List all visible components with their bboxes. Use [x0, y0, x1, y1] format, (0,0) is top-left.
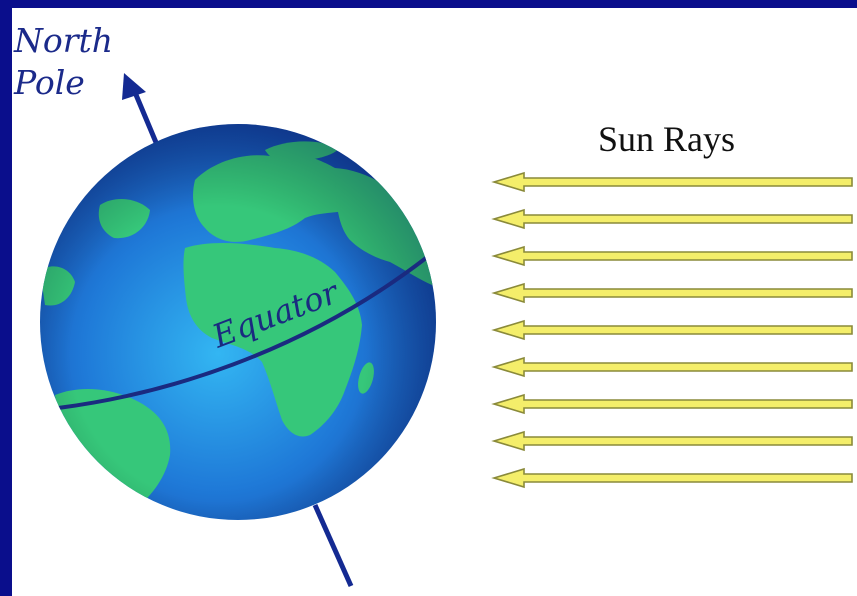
sun-rays-label: Sun Rays — [598, 119, 736, 159]
arrow-left-icon — [491, 282, 853, 304]
equator-line — [57, 256, 428, 410]
arrow-left-icon — [491, 245, 853, 267]
arrow-left-icon — [491, 171, 853, 193]
sun-ray-arrows — [491, 171, 853, 489]
arrow-left-icon — [491, 319, 853, 341]
arrow-left-icon — [491, 393, 853, 415]
earth-axis-bottom — [312, 503, 354, 588]
arrow-up-icon — [122, 73, 146, 100]
arrow-left-icon — [491, 356, 853, 378]
north-pole-label-line2: Pole — [14, 63, 85, 102]
arrow-left-icon — [491, 208, 853, 230]
north-pole-label-line1: North — [14, 21, 114, 60]
earth-axis-top — [131, 89, 163, 153]
north-pole-label: North Pole — [14, 20, 113, 104]
arrow-left-icon — [491, 467, 853, 489]
globe: Equator — [40, 124, 436, 520]
arrow-left-icon — [491, 430, 853, 452]
